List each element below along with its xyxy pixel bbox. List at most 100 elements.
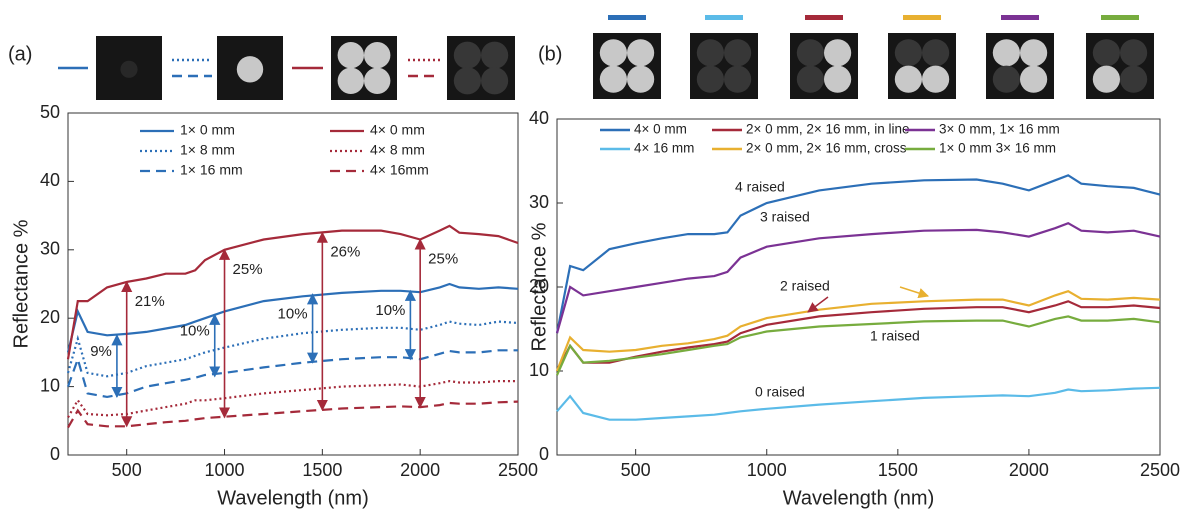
y-tick-label: 50 <box>40 102 60 122</box>
annotation-arrow <box>899 286 929 299</box>
sample-disk <box>120 60 138 78</box>
sample-disk <box>1120 39 1148 67</box>
series-line <box>66 224 519 360</box>
x-tick-label: 1000 <box>747 460 787 480</box>
annotation-arrow <box>807 296 829 313</box>
y-tick-label: 30 <box>529 192 549 212</box>
sample-disk <box>724 65 752 93</box>
sample-disk <box>627 39 655 67</box>
sample-disk <box>922 65 950 93</box>
legend-label: 2× 0 mm, 2× 16 mm, in line <box>746 122 910 137</box>
legend-label: 1× 0 mm <box>180 122 235 138</box>
sample-disk <box>796 65 825 93</box>
y-axis-label: Reflectance % <box>10 219 32 348</box>
legend-label: 4× 8 mm <box>370 142 425 158</box>
sample-image <box>447 36 515 100</box>
key-bar <box>705 15 743 20</box>
x-tick-label: 1500 <box>878 460 918 480</box>
x-axis-label: Wavelength (nm) <box>217 487 369 509</box>
sample-disk <box>724 39 752 67</box>
key-bar <box>1001 15 1039 20</box>
legend-label: 1× 16 mm <box>180 162 243 178</box>
sample-disk <box>481 41 509 69</box>
sample-disk <box>453 41 481 69</box>
difference-label: 10% <box>180 323 210 340</box>
sample-disk <box>992 65 1021 93</box>
x-tick-label: 1500 <box>302 460 342 480</box>
legend-label: 4× 0 mm <box>634 122 687 137</box>
x-tick-label: 1000 <box>204 460 244 480</box>
series-line <box>67 400 519 429</box>
difference-label: 25% <box>428 251 458 268</box>
key-bar <box>903 15 941 20</box>
sample-disk <box>364 42 391 69</box>
sample-disk <box>337 67 364 95</box>
sample-disk <box>1020 39 1048 67</box>
series-line <box>555 315 1161 376</box>
sample-disk <box>1092 39 1120 67</box>
difference-label: 25% <box>233 261 263 278</box>
difference-label: 9% <box>90 343 112 360</box>
sample-disk <box>337 42 364 69</box>
legend-label: 1× 8 mm <box>180 142 235 158</box>
sample-disk <box>1020 65 1048 93</box>
series-line <box>555 174 1161 334</box>
sample-disk <box>796 39 825 67</box>
legend-label: 1× 0 mm 3× 16 mm <box>939 141 1056 156</box>
difference-label: 10% <box>278 305 308 322</box>
annotation: 1 raised <box>870 328 920 344</box>
legend-label: 4× 0 mm <box>370 122 425 138</box>
series-line <box>556 386 1161 421</box>
y-tick-label: 20 <box>40 307 60 327</box>
sample-image <box>1086 33 1154 99</box>
panel-label: (b) <box>538 43 562 65</box>
legend-label: 2× 0 mm, 2× 16 mm, cross <box>746 141 907 156</box>
x-tick-label: 2000 <box>400 460 440 480</box>
sample-disk <box>922 39 950 67</box>
sample-disk <box>236 56 264 83</box>
plot-area <box>556 118 1161 456</box>
sample-disk <box>824 39 852 67</box>
sample-disk <box>1092 65 1120 93</box>
sample-image <box>888 33 956 99</box>
sample-disk <box>1120 65 1148 93</box>
sample-image <box>690 33 758 99</box>
sample-disk <box>627 65 655 93</box>
sample-image <box>331 36 397 100</box>
difference-label: 10% <box>375 302 405 319</box>
annotation: 2 raised <box>780 278 830 294</box>
sample-image <box>593 33 661 99</box>
y-tick-label: 10 <box>529 360 549 380</box>
sample-disk <box>824 65 852 93</box>
x-tick-label: 2500 <box>1140 460 1180 480</box>
key-bar <box>805 15 843 20</box>
key-bar <box>1101 15 1139 20</box>
y-axis-label: Reflectance % <box>528 222 550 351</box>
sample-image <box>790 33 858 99</box>
sample-disk <box>696 39 725 67</box>
annotation: 4 raised <box>735 179 785 195</box>
key-bar <box>608 15 646 20</box>
annotation: 0 raised <box>755 384 805 400</box>
series-line <box>555 290 1161 372</box>
legend-label: 4× 16 mm <box>634 141 694 156</box>
sample-disk <box>992 39 1021 67</box>
x-tick-label: 500 <box>621 460 651 480</box>
sample-disk <box>599 65 628 93</box>
y-tick-label: 20 <box>529 276 549 296</box>
sample-disk <box>481 67 509 95</box>
difference-label: 21% <box>135 293 165 310</box>
sample-image <box>986 33 1054 99</box>
annotation: 3 raised <box>760 209 810 225</box>
sample-disk <box>894 39 923 67</box>
y-tick-label: 0 <box>539 444 549 464</box>
panel-label: (a) <box>8 43 32 65</box>
legend-label: 4× 16mm <box>370 162 429 178</box>
y-tick-label: 30 <box>40 239 60 259</box>
y-tick-label: 0 <box>50 444 60 464</box>
series-line <box>555 221 1161 334</box>
sample-disk <box>364 67 391 95</box>
sample-disk <box>894 65 923 93</box>
sample-disk <box>599 39 628 67</box>
